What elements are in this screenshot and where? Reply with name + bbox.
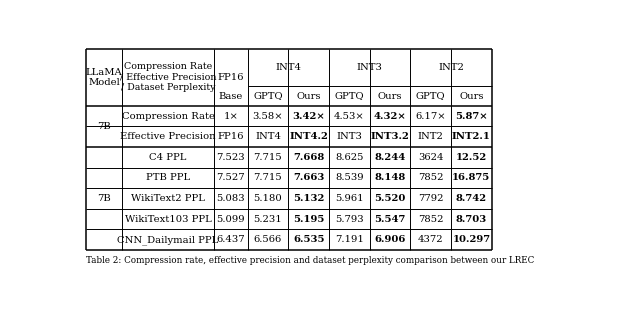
Text: 5.132: 5.132: [293, 194, 324, 203]
Text: INT3.2: INT3.2: [371, 132, 410, 141]
Text: 4.32×: 4.32×: [374, 112, 406, 121]
Text: 7B: 7B: [97, 122, 111, 131]
Text: 5.180: 5.180: [253, 194, 282, 203]
Text: CNN_Dailymail PPL: CNN_Dailymail PPL: [117, 235, 219, 244]
Text: 7852: 7852: [418, 215, 444, 224]
Text: 4372: 4372: [418, 235, 444, 244]
Text: 5.083: 5.083: [216, 194, 245, 203]
Text: 10.297: 10.297: [452, 235, 490, 244]
Text: 6.437: 6.437: [216, 235, 245, 244]
Text: Compression Rate: Compression Rate: [122, 112, 214, 121]
Text: 3624: 3624: [418, 153, 444, 162]
Text: 7.668: 7.668: [293, 153, 324, 162]
Text: Ours: Ours: [459, 92, 484, 100]
Text: 7792: 7792: [418, 194, 444, 203]
Text: 5.231: 5.231: [253, 215, 282, 224]
Text: INT4: INT4: [275, 63, 301, 72]
Text: PTB PPL: PTB PPL: [146, 173, 190, 182]
Text: Compression Rate
/ Effective Precision
/ Dataset Perplexity: Compression Rate / Effective Precision /…: [120, 62, 216, 92]
Text: 7.715: 7.715: [253, 153, 282, 162]
Text: 5.547: 5.547: [374, 215, 406, 224]
Text: GPTQ: GPTQ: [335, 92, 364, 100]
Text: Ours: Ours: [296, 92, 321, 100]
Text: 5.099: 5.099: [216, 215, 245, 224]
Text: WikiText103 PPL: WikiText103 PPL: [125, 215, 211, 224]
Text: 6.17×: 6.17×: [415, 112, 446, 121]
Text: 7B: 7B: [97, 194, 111, 203]
Text: 7.663: 7.663: [293, 173, 324, 182]
Text: GPTQ: GPTQ: [253, 92, 283, 100]
Text: INT2: INT2: [438, 63, 464, 72]
Text: INT4.2: INT4.2: [289, 132, 328, 141]
Text: WikiText2 PPL: WikiText2 PPL: [131, 194, 205, 203]
Text: 8.625: 8.625: [335, 153, 364, 162]
Text: 5.87×: 5.87×: [455, 112, 488, 121]
Text: INT3: INT3: [356, 63, 383, 72]
Text: 3.42×: 3.42×: [292, 112, 325, 121]
Text: 4.53×: 4.53×: [334, 112, 365, 121]
Text: 8.742: 8.742: [456, 194, 487, 203]
Text: 5.520: 5.520: [374, 194, 406, 203]
Text: INT2.1: INT2.1: [452, 132, 491, 141]
Text: GPTQ: GPTQ: [416, 92, 445, 100]
Text: Base: Base: [219, 92, 243, 100]
Text: 8.244: 8.244: [374, 153, 406, 162]
Text: 7.715: 7.715: [253, 173, 282, 182]
Text: INT3: INT3: [337, 132, 362, 141]
Text: 5.195: 5.195: [293, 215, 324, 224]
Text: LLaMA
Model: LLaMA Model: [86, 67, 122, 87]
Text: 6.906: 6.906: [374, 235, 406, 244]
Text: INT2: INT2: [418, 132, 444, 141]
Text: 7.191: 7.191: [335, 235, 364, 244]
Text: 6.566: 6.566: [254, 235, 282, 244]
Text: 7852: 7852: [418, 173, 444, 182]
Text: Effective Precision: Effective Precision: [120, 132, 216, 141]
Text: 12.52: 12.52: [456, 153, 487, 162]
Text: 5.961: 5.961: [335, 194, 364, 203]
Text: FP16: FP16: [218, 73, 244, 82]
Text: 7.523: 7.523: [216, 153, 245, 162]
Text: Ours: Ours: [378, 92, 403, 100]
Text: 7.527: 7.527: [216, 173, 245, 182]
Text: INT4: INT4: [255, 132, 281, 141]
Text: 6.535: 6.535: [293, 235, 324, 244]
Text: 8.539: 8.539: [335, 173, 364, 182]
Text: 8.148: 8.148: [374, 173, 406, 182]
Text: 1×: 1×: [223, 112, 238, 121]
Text: 5.793: 5.793: [335, 215, 364, 224]
Text: 3.58×: 3.58×: [253, 112, 284, 121]
Text: Table 2: Compression rate, effective precision and dataset perplexity comparison: Table 2: Compression rate, effective pre…: [86, 256, 534, 265]
Text: 8.703: 8.703: [456, 215, 487, 224]
Text: C4 PPL: C4 PPL: [149, 153, 187, 162]
Text: FP16: FP16: [218, 132, 244, 141]
Text: 16.875: 16.875: [452, 173, 490, 182]
